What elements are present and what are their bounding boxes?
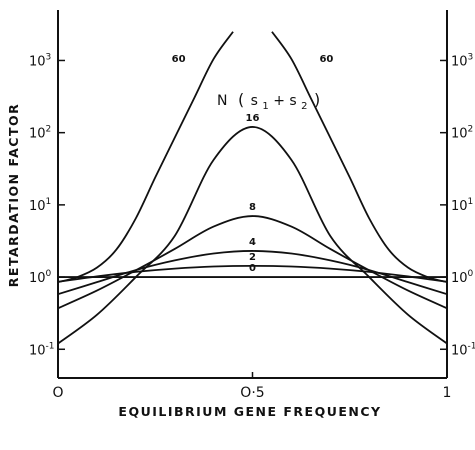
x-tick-label: O — [52, 385, 63, 401]
series-label: 0 — [249, 263, 256, 274]
plot-frame — [57, 10, 448, 379]
y-tick-label-left: 102 — [29, 125, 51, 142]
y-tick-label-left: 10-1 — [29, 341, 55, 358]
series-line-N4 — [58, 250, 447, 296]
legend-title: N ( s 1 + s 2 ) — [217, 90, 320, 113]
series-line-N60 — [271, 31, 447, 284]
series-line-N60 — [58, 31, 234, 284]
y-axis-label: RETARDATION FACTOR — [6, 103, 21, 287]
series-label: 8 — [249, 202, 256, 213]
x-tick-label: 1 — [443, 385, 452, 401]
series-label: 4 — [249, 237, 256, 248]
x-axis-label: EQUILIBRIUM GENE FREQUENCY — [118, 404, 381, 419]
y-tick-label-left: 101 — [29, 197, 51, 214]
series-label: 60 — [319, 54, 333, 65]
y-tick-label-right: 10-1 — [451, 341, 475, 358]
y-tick-label-right: 100 — [451, 269, 474, 286]
series-label: 2 — [249, 252, 256, 263]
ticks: 10-1 10-1 100 100 101 101 102 102 103 103 O O·5 1 — [29, 52, 475, 401]
y-tick-label-left: 103 — [29, 52, 51, 69]
series-line-N16 — [58, 126, 447, 345]
y-tick-label-left: 100 — [29, 269, 52, 286]
series-line-N8 — [58, 215, 447, 310]
y-tick-label-right: 101 — [451, 197, 473, 214]
series-layer — [58, 31, 447, 345]
x-tick-label: O·5 — [240, 385, 264, 401]
series-label: 16 — [246, 113, 260, 124]
y-tick-label-right: 103 — [451, 52, 473, 69]
series-labels: 02 4 8 16 60 60 — [172, 54, 334, 274]
series-label: 60 — [172, 54, 186, 65]
y-tick-label-right: 102 — [451, 125, 473, 142]
